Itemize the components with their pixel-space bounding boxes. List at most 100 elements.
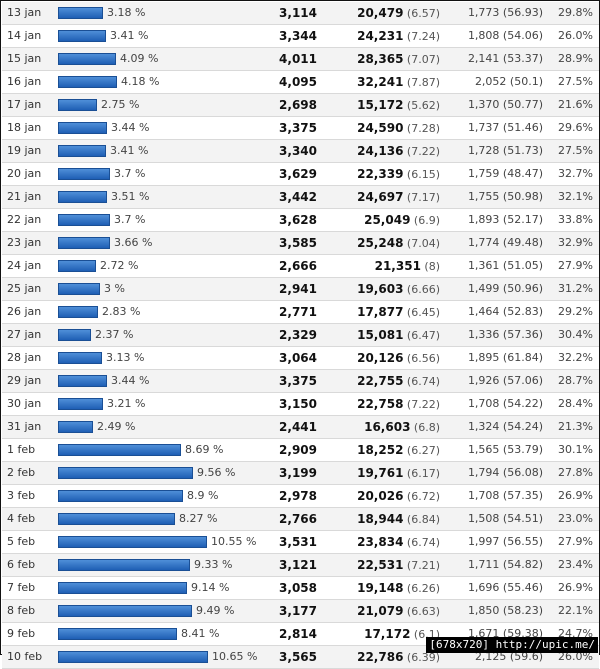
visits-value: 3,064 [279, 351, 317, 365]
row-date: 6 feb [7, 558, 36, 571]
pageviews-count: 19,148 [357, 581, 404, 595]
row-date: 22 jan [7, 213, 42, 226]
pages-per-visit: (6.57) [403, 7, 440, 20]
pageviews-count: 18,252 [357, 443, 404, 457]
share-label: 3.51 % [111, 190, 150, 203]
row-date: 31 jan [7, 420, 42, 433]
bounce-rate-value: 32.7% [558, 167, 593, 180]
pages-per-visit: (7.17) [403, 191, 440, 204]
table-row: 28 jan 3.13 % 3,064 20,126 (6.56) 1,895 (61.… [2, 347, 599, 370]
pageviews-count: 15,172 [357, 98, 404, 112]
pages-per-visit: (7.21) [403, 559, 440, 572]
table-row: 6 feb 9.33 % 3,121 22,531 (7.21) 1,711 (54.8… [2, 554, 599, 577]
row-date: 21 jan [7, 190, 42, 203]
share-label: 3.18 % [107, 6, 146, 19]
bounce-rate-value: 26.0% [558, 29, 593, 42]
table-row: 19 jan 3.41 % 3,340 24,136 (7.22) 1,728 (51.… [2, 140, 599, 163]
share-bar [58, 490, 183, 502]
pageviews-count: 18,944 [357, 512, 404, 526]
table-row: 25 jan 3 % 2,941 19,603 (6.66) 1,499 (50.96)… [2, 278, 599, 301]
bounce-rate-value: 30.1% [558, 443, 593, 456]
pageviews-value: 22,758 (7.22) [357, 393, 440, 415]
pageviews-value: 21,351 (8) [375, 255, 440, 277]
share-bar [58, 76, 117, 88]
share-label: 8.69 % [185, 443, 224, 456]
visits-value: 3,628 [279, 213, 317, 227]
pages-per-visit: (6.15) [403, 168, 440, 181]
share-label: 3 % [104, 282, 125, 295]
pageviews-count: 21,351 [374, 259, 421, 273]
pages-per-visit: (7.22) [403, 145, 440, 158]
share-bar [58, 329, 91, 341]
pageviews-count: 24,231 [357, 29, 404, 43]
visits-value: 3,531 [279, 535, 317, 549]
new-visitors-value: 1,893 (52.17) [467, 213, 543, 226]
visits-value: 2,441 [279, 420, 317, 434]
pageviews-count: 20,126 [357, 351, 404, 365]
new-visitors-value: 1,759 (48.47) [467, 167, 543, 180]
table-row: 7 feb 9.14 % 3,058 19,148 (6.26) 1,696 (55.4… [2, 577, 599, 600]
pageviews-value: 15,172 (5.62) [357, 94, 440, 116]
pageviews-value: 20,126 (6.56) [357, 347, 440, 369]
new-visitors-value: 1,926 (57.06) [467, 374, 543, 387]
bounce-rate-value: 29.6% [558, 121, 593, 134]
visits-value: 3,177 [279, 604, 317, 618]
share-label: 2.75 % [101, 98, 140, 111]
visits-value: 4,011 [279, 52, 317, 66]
share-label: 3.41 % [110, 144, 149, 157]
row-date: 14 jan [7, 29, 42, 42]
share-bar [58, 375, 107, 387]
table-row: 1 feb 8.69 % 2,909 18,252 (6.27) 1,565 (53.7… [2, 439, 599, 462]
pages-per-visit: (7.22) [403, 398, 440, 411]
pageviews-value: 24,136 (7.22) [357, 140, 440, 162]
share-bar [58, 7, 103, 19]
new-visitors-value: 2,141 (53.37) [467, 52, 543, 65]
row-date: 26 jan [7, 305, 42, 318]
table-row: 16 jan 4.18 % 4,095 32,241 (7.87) 2,052 (50.… [2, 71, 599, 94]
new-visitors-value: 1,499 (50.96) [467, 282, 543, 295]
table-row: 13 jan 3.18 % 3,114 20,479 (6.57) 1,773 (56.… [2, 2, 599, 25]
new-visitors-value: 1,336 (57.36) [467, 328, 543, 341]
pageviews-count: 22,339 [357, 167, 404, 181]
new-visitors-value: 1,794 (56.08) [467, 466, 543, 479]
pageviews-value: 19,761 (6.17) [357, 462, 440, 484]
pages-per-visit: (6.45) [403, 306, 440, 319]
share-label: 8.41 % [181, 627, 220, 640]
share-label: 2.83 % [102, 305, 141, 318]
pageviews-value: 28,365 (7.07) [357, 48, 440, 70]
row-date: 15 jan [7, 52, 42, 65]
share-bar [58, 513, 175, 525]
new-visitors-value: 1,737 (51.46) [467, 121, 543, 134]
table-row: 26 jan 2.83 % 2,771 17,877 (6.45) 1,464 (52.… [2, 301, 599, 324]
table-row: 5 feb 10.55 % 3,531 23,834 (6.74) 1,997 (56.… [2, 531, 599, 554]
table-row: 18 jan 3.44 % 3,375 24,590 (7.28) 1,737 (51.… [2, 117, 599, 140]
pages-per-visit: (6.9) [410, 214, 440, 227]
new-visitors-value: 1,361 (51.05) [467, 259, 543, 272]
table-row: 21 jan 3.51 % 3,442 24,697 (7.17) 1,755 (50.… [2, 186, 599, 209]
visits-value: 2,329 [279, 328, 317, 342]
row-date: 23 jan [7, 236, 42, 249]
pageviews-value: 20,026 (6.72) [357, 485, 440, 507]
share-bar [58, 145, 106, 157]
image-host-badge: [678x720] http://upic.me/ [426, 637, 598, 653]
pages-per-visit: (6.63) [403, 605, 440, 618]
bounce-rate-value: 22.1% [558, 604, 593, 617]
pageviews-count: 15,081 [357, 328, 404, 342]
pageviews-count: 22,758 [357, 397, 404, 411]
row-date: 20 jan [7, 167, 42, 180]
row-date: 30 jan [7, 397, 42, 410]
bounce-rate-value: 32.1% [558, 190, 593, 203]
pageviews-value: 25,248 (7.04) [357, 232, 440, 254]
share-bar [58, 30, 106, 42]
visits-value: 2,941 [279, 282, 317, 296]
pages-per-visit: (7.87) [403, 76, 440, 89]
bounce-rate-value: 29.8% [558, 6, 593, 19]
share-bar [58, 559, 190, 571]
share-label: 3.7 % [114, 167, 146, 180]
share-label: 2.37 % [95, 328, 134, 341]
visits-value: 3,114 [279, 6, 317, 20]
share-label: 4.09 % [120, 52, 159, 65]
new-visitors-value: 1,997 (56.55) [467, 535, 543, 548]
new-visitors-value: 1,696 (55.46) [467, 581, 543, 594]
bounce-rate-value: 23.0% [558, 512, 593, 525]
